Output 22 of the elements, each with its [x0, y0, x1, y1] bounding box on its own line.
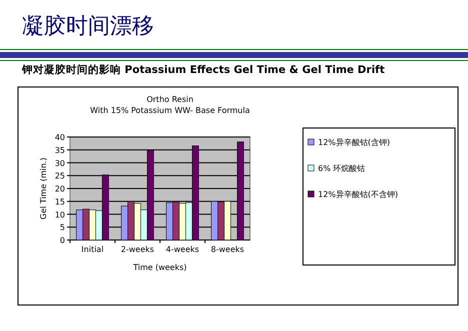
y-tick-label: 30 [54, 158, 65, 168]
y-tick-label: 35 [54, 146, 65, 155]
x-tick-label: Initial [81, 245, 104, 254]
y-tick-label: 40 [54, 133, 65, 142]
y-axis-title: Gel Time (min.) [39, 158, 48, 220]
y-tick-label: 25 [54, 172, 65, 181]
text: With 15% Potassium WW- Base Formula [90, 106, 250, 115]
y-tick-label: 20 [54, 184, 65, 194]
y-tick-label: 5 [60, 223, 65, 232]
y-tick-label: 15 [54, 197, 65, 206]
x-tick-label: 4-weeks [166, 245, 200, 254]
y-tick-label: 0 [60, 236, 65, 245]
legend-label: 12%异辛酸钴(含钾) [318, 138, 390, 147]
legend-label: 6% 环烷酸钴 [318, 164, 366, 173]
title: 凝胶时间漂移 [22, 13, 154, 38]
x-axis-title: Time (weeks) [132, 263, 187, 272]
subtitle: 钾对凝胶时间的影响 Potassium Effects Gel Time & Gel Time Drift [22, 64, 385, 76]
x-tick-label: 2-weeks [120, 245, 154, 254]
legend-label: 12%异辛酸钴(不含钾) [318, 190, 398, 199]
text: Ortho Resin [146, 95, 194, 104]
y-tick-label: 10 [54, 210, 65, 220]
x-tick-label: 8-weeks [210, 245, 244, 254]
